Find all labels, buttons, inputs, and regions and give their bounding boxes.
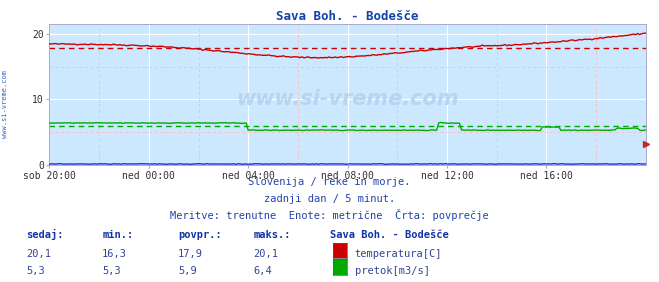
Text: 5,9: 5,9 (178, 266, 196, 276)
Text: pretok[m3/s]: pretok[m3/s] (355, 266, 430, 276)
Text: povpr.:: povpr.: (178, 230, 221, 240)
Text: 6,4: 6,4 (254, 266, 272, 276)
Text: 16,3: 16,3 (102, 249, 127, 259)
Text: maks.:: maks.: (254, 230, 291, 240)
Text: Slovenija / reke in morje.: Slovenija / reke in morje. (248, 177, 411, 187)
Text: Meritve: trenutne  Enote: metrične  Črta: povprečje: Meritve: trenutne Enote: metrične Črta: … (170, 209, 489, 221)
Text: www.si-vreme.com: www.si-vreme.com (237, 89, 459, 109)
Text: Sava Boh. - Bodešče: Sava Boh. - Bodešče (330, 230, 448, 240)
Text: www.si-vreme.com: www.si-vreme.com (2, 70, 9, 138)
Text: 20,1: 20,1 (26, 249, 51, 259)
Text: 5,3: 5,3 (102, 266, 121, 276)
Text: temperatura[C]: temperatura[C] (355, 249, 442, 259)
Text: 20,1: 20,1 (254, 249, 279, 259)
Title: Sava Boh. - Bodešče: Sava Boh. - Bodešče (276, 10, 419, 23)
Text: sedaj:: sedaj: (26, 229, 64, 240)
Text: zadnji dan / 5 minut.: zadnji dan / 5 minut. (264, 194, 395, 204)
Text: min.:: min.: (102, 230, 133, 240)
Text: 5,3: 5,3 (26, 266, 45, 276)
Text: 17,9: 17,9 (178, 249, 203, 259)
